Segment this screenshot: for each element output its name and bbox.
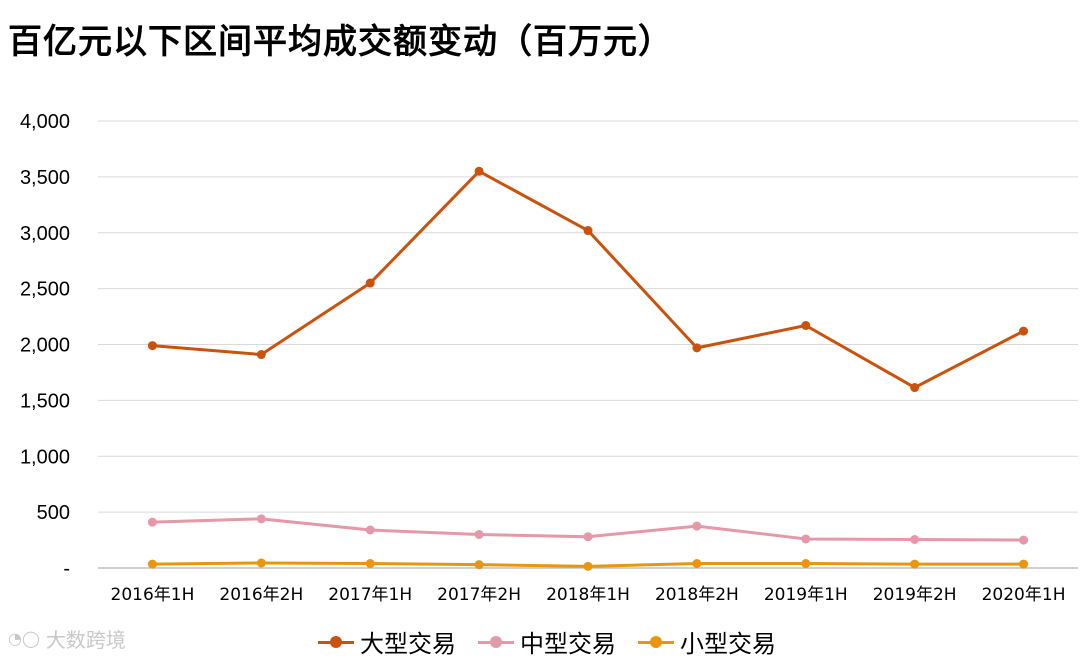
data-point-medium[interactable] [910,535,920,545]
x-tick-label: 2019年2H [873,585,957,605]
line-chart: -5001,0001,5002,0002,5003,0003,5004,000 … [20,111,1078,605]
data-point-large[interactable] [365,278,375,288]
data-point-small[interactable] [910,559,920,569]
x-tick-label: 2016年1H [111,585,195,605]
data-point-large[interactable] [583,226,593,236]
data-point-medium[interactable] [583,532,593,542]
data-point-small[interactable] [147,559,157,569]
series-medium [147,514,1029,545]
data-point-small[interactable] [1019,559,1029,569]
data-point-small[interactable] [692,559,702,569]
series-group [147,166,1029,571]
data-point-large[interactable] [692,343,702,353]
legend-label-large: 大型交易 [360,630,456,658]
data-point-medium[interactable] [256,514,266,524]
data-point-medium[interactable] [692,521,702,531]
legend-swatch-large [318,634,354,650]
x-tick-label: 2019年1H [764,585,848,605]
watermark: ◔◯ 大数跨境 [8,624,126,653]
data-point-medium[interactable] [365,525,375,535]
legend-item-small[interactable]: 小型交易 [638,624,776,659]
data-point-medium[interactable] [474,529,484,539]
legend-label-small: 小型交易 [680,630,776,658]
y-tick-label: - [63,558,70,580]
x-axis-tick-labels: 2016年1H 2016年2H 2017年1H 2017年2H 2018年1H 2018年… [111,585,1066,605]
legend-swatch-medium [478,634,514,650]
y-axis-tick-labels: - 500 1,000 1,500 2,000 2,500 3,000 3,500 4,000 [20,111,70,580]
x-tick-label: 2017年2H [437,585,521,605]
y-tick-label: 3,500 [20,167,70,189]
y-tick-label: 1,500 [20,390,70,412]
x-tick-label: 2018年2H [655,585,739,605]
legend-label-medium: 中型交易 [520,630,616,658]
data-point-large[interactable] [474,166,484,176]
data-point-small[interactable] [801,559,811,569]
data-point-medium[interactable] [801,534,811,544]
legend-item-large[interactable]: 大型交易 [318,624,456,659]
data-point-medium[interactable] [147,517,157,527]
data-point-large[interactable] [910,383,920,393]
logo-icon: ◔◯ [8,629,40,648]
data-point-large[interactable] [147,341,157,351]
y-tick-label: 2,000 [20,335,70,357]
data-point-small[interactable] [583,561,593,571]
y-tick-label: 4,000 [20,111,70,133]
data-point-small[interactable] [365,559,375,569]
x-tick-label: 2017年1H [328,585,412,605]
y-tick-label: 500 [37,502,70,524]
series-line-large [152,169,1025,390]
y-tick-label: 2,500 [20,279,70,301]
data-point-small[interactable] [474,560,484,570]
legend: 大型交易 中型交易 小型交易 [318,624,776,659]
grid-lines [98,120,1078,513]
x-tick-label: 2016年2H [219,585,303,605]
chart-title: 百亿元以下区间平均成交额变动（百万元） [8,22,673,62]
data-point-large[interactable] [801,321,811,331]
data-point-medium[interactable] [1019,535,1029,545]
x-tick-label: 2020年1H [982,585,1066,605]
data-point-large[interactable] [1019,326,1029,336]
series-small [147,558,1029,571]
data-point-small[interactable] [256,558,266,568]
y-tick-label: 1,000 [20,446,70,468]
legend-swatch-small [638,634,674,650]
y-tick-label: 3,000 [20,223,70,245]
x-tick-label: 2018年1H [546,585,630,605]
data-point-large[interactable] [256,350,266,360]
watermark-text: 大数跨境 [45,628,126,652]
legend-item-medium[interactable]: 中型交易 [478,624,616,659]
series-large [147,166,1029,393]
